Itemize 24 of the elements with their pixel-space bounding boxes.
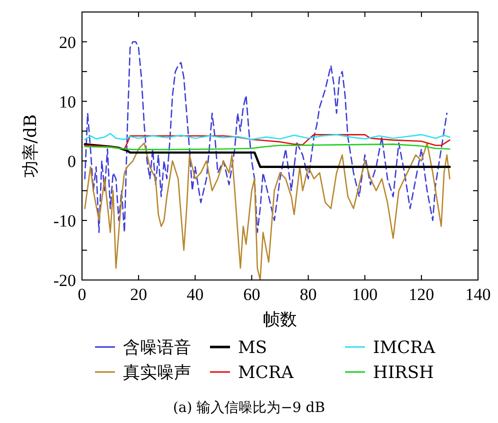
text: (a) 输入信噪比为−9 dB: [172, 400, 326, 416]
legend-label: HIRSH: [373, 363, 434, 383]
legend-label: 真实噪声: [123, 363, 191, 383]
line-series: [84, 142, 450, 280]
x-axis-title: 帧数: [263, 310, 297, 330]
legend-label: MCRA: [238, 363, 294, 383]
y-tick-label: 10: [59, 92, 76, 112]
legend-label: MS: [238, 338, 268, 358]
y-tick-label: 0: [68, 152, 76, 171]
line-series: [84, 134, 450, 150]
line-series: [84, 41, 448, 234]
x-tick-label: 100: [352, 285, 378, 304]
x-tick-label: 40: [186, 285, 204, 304]
y-tick-label: -20: [53, 271, 76, 290]
x-tick-label: 140: [465, 285, 491, 304]
x-tick-label: 60: [243, 285, 260, 304]
x-tick-label: 20: [130, 285, 148, 304]
x-tick-label: 120: [408, 285, 434, 304]
x-tick-label: 80: [300, 285, 317, 304]
legend-label: IMCRA: [373, 338, 436, 358]
y-tick-label: 20: [59, 32, 76, 52]
legend-label: 含噪语音: [123, 338, 191, 358]
y-axis-title: 功率/dB: [21, 114, 41, 178]
y-tick-label: -10: [53, 211, 76, 230]
